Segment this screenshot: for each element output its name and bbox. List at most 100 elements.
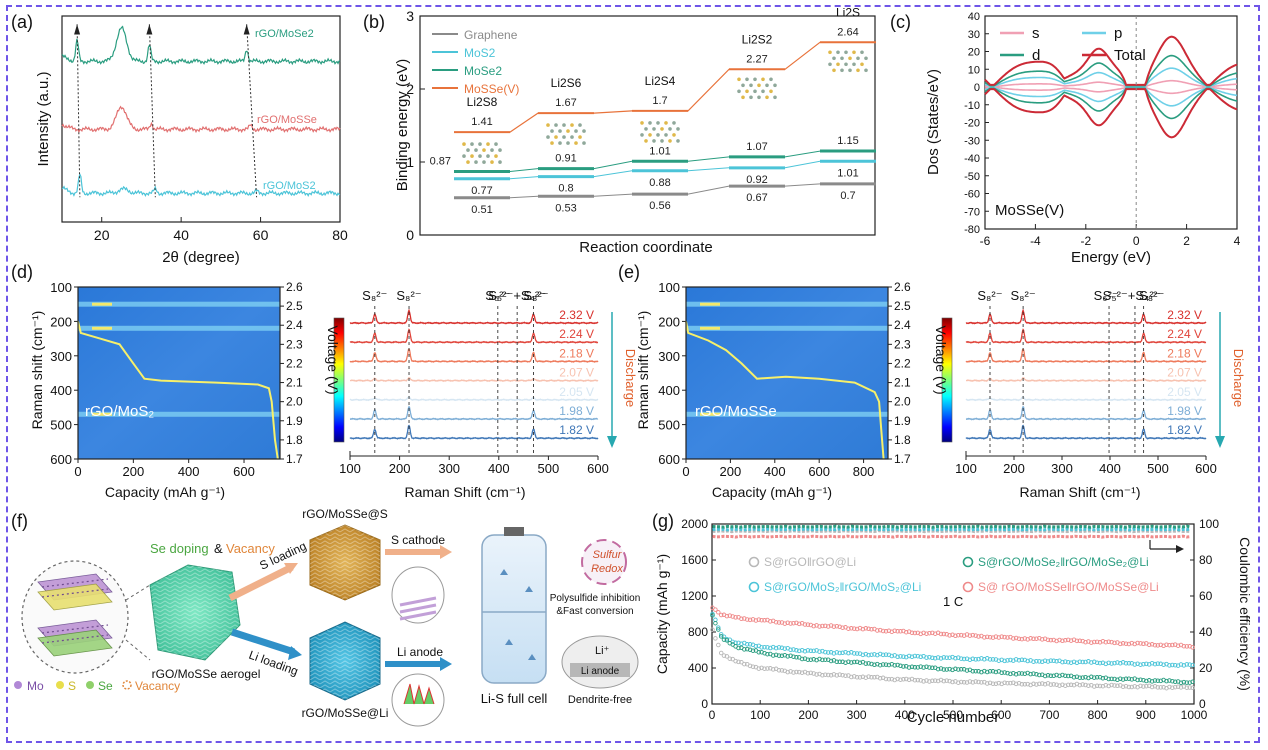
cycling-capacity-point (747, 663, 753, 669)
molecule-atom (757, 83, 761, 88)
cycling-capacity-point (762, 618, 767, 623)
cycling-capacity-point (808, 648, 814, 654)
heatmap-e-voltage-tick-label: 1.7 (894, 452, 911, 466)
cycling-capacity-point (970, 669, 976, 674)
cycling-capacity-point (1126, 684, 1132, 690)
cycling-capacity-point (886, 662, 892, 668)
heatmap-e-voltage-tick-label: 1.9 (894, 414, 911, 428)
cycling-capacity-point (1190, 645, 1195, 650)
spectra-e-discharge-arrowhead (1215, 436, 1225, 448)
cycling-capacity-point (1077, 638, 1083, 644)
cycling-capacity-point (736, 659, 741, 665)
cycling-capacity-point (851, 651, 857, 656)
cycling-capacity-point (918, 664, 923, 669)
cycling-capacity-point (1155, 678, 1161, 683)
cycling-capacity-point (912, 653, 918, 659)
molecule-atom (761, 77, 765, 82)
cycling-capacity-point (831, 624, 837, 629)
cycling-capacity-point (1077, 682, 1083, 688)
cycling-capacity-point (1123, 661, 1129, 666)
cycling-capacity-point (1083, 639, 1088, 645)
cycling-capacity-point (1167, 663, 1172, 668)
cycling-capacity-point (1019, 682, 1025, 687)
cycling-capacity-point (993, 669, 999, 675)
dos-x-tick-label: 2 (1183, 234, 1190, 248)
cycling-capacity-point (1155, 685, 1161, 690)
cycling-capacity-point (710, 613, 715, 618)
cycling-capacity-point (791, 620, 796, 626)
cycling-capacity-point (820, 623, 825, 629)
cycling-capacity-point (834, 659, 840, 665)
binding-species-label: Li2S2 (742, 32, 773, 46)
cycling-capacity-point (1118, 661, 1123, 666)
molecule-atom (490, 160, 494, 164)
cycling-capacity-point (927, 665, 932, 670)
spectra-e-discharge-label: Discharge (1231, 349, 1246, 408)
heatmap-e-frame (685, 286, 889, 460)
cycling-capacity-point (1068, 638, 1074, 643)
molecule-atom (486, 154, 490, 158)
cycling-capacity-point (1031, 659, 1036, 664)
cycling-legend-label: S@rGO/MoSe₂‖rGO/MoSe₂@Li (978, 555, 1149, 569)
cycling-capacity-point (730, 614, 735, 619)
cycling-capacity-point (1187, 662, 1192, 667)
cycling-capacity-point (814, 672, 819, 677)
cycling-capacity-point (1013, 657, 1019, 662)
cycling-capacity-point (941, 631, 947, 637)
molecule-atom (848, 56, 852, 61)
cycling-capacity-point (794, 669, 799, 675)
cycling-capacity-point (1077, 675, 1083, 680)
cycling-capacity-point (1065, 682, 1071, 688)
li-plus-label: Li⁺ (595, 645, 610, 657)
cycling-capacity-point (779, 645, 785, 651)
dos-plot-content: -6 -4 -2 0 2 4403020100-10-20-30-40-50-60-70-… (964, 11, 1241, 248)
cycling-capacity-point (1109, 682, 1114, 688)
molecule-atom (836, 50, 840, 55)
spectra-d-voltage-label: 1.98 V (559, 404, 594, 418)
spectra-d-x-tick-label: 400 (488, 461, 510, 476)
cycling-capacity-point (924, 664, 929, 669)
molecule-atom (570, 135, 574, 139)
cycling-capacity-point (1152, 642, 1158, 648)
cycling-capacity-point (958, 632, 964, 638)
cycling-capacity-point (834, 673, 840, 678)
atom-legend: Mo S Se Vacancy (14, 679, 180, 693)
dos-legend-label: p (1114, 25, 1122, 42)
cycling-capacity-point (1187, 680, 1192, 685)
spectra-e-x-tick-label: 200 (1003, 461, 1025, 476)
cycling-capacity-point (996, 635, 1002, 640)
cycling-capacity-point (898, 629, 903, 634)
cycling-capacity-point (1184, 685, 1190, 690)
polysulfide-label-2: &Fast conversion (556, 606, 633, 617)
cycling-capacity-point (823, 657, 828, 662)
cycling-capacity-point (1178, 662, 1184, 667)
cycling-capacity-point (866, 661, 871, 666)
cycling-capacity-point (1094, 639, 1100, 645)
cycling-capacity-point (973, 679, 978, 684)
molecule-atom (840, 56, 844, 61)
cycling-capacity-point (1094, 675, 1100, 680)
spectra-e-voltage-label: 2.24 V (1167, 327, 1202, 341)
heatmap-d-raman-hotspot (92, 302, 112, 306)
xrd-panel: 20 40 60 80 2θ (degree) Intensity (a.u.) rG… (35, 15, 348, 266)
cycling-capacity-point (851, 674, 857, 679)
cycling-capacity-point (956, 680, 961, 685)
panel-b-label: (b) (363, 12, 385, 32)
spectra-e-voltage-label: 2.05 V (1167, 385, 1202, 399)
cycling-capacity-point (1034, 672, 1039, 677)
heatmap-e-background (686, 287, 888, 459)
spectra-d-x-axis-label: Raman Shift (cm⁻¹) (405, 484, 526, 500)
cycling-capacity-point (938, 631, 944, 637)
dos-y-tick-label: 0 (974, 82, 980, 94)
spectra-d-x-tick-label: 100 (339, 461, 361, 476)
s-atom-icon (56, 681, 64, 689)
cycling-capacity-point (967, 633, 973, 638)
heatmap-d-colorbar (333, 317, 345, 443)
heatmap-d-y-tick-label: 300 (50, 349, 72, 364)
cycling-capacity-point (1112, 640, 1117, 646)
binding-value-label: 1.15 (837, 135, 858, 147)
cycling-y2-tick-label: 40 (1199, 625, 1213, 639)
panel-g-label: (g) (652, 511, 674, 531)
panel-f-label: (f) (11, 511, 28, 531)
cycling-capacity-point (1146, 642, 1152, 648)
